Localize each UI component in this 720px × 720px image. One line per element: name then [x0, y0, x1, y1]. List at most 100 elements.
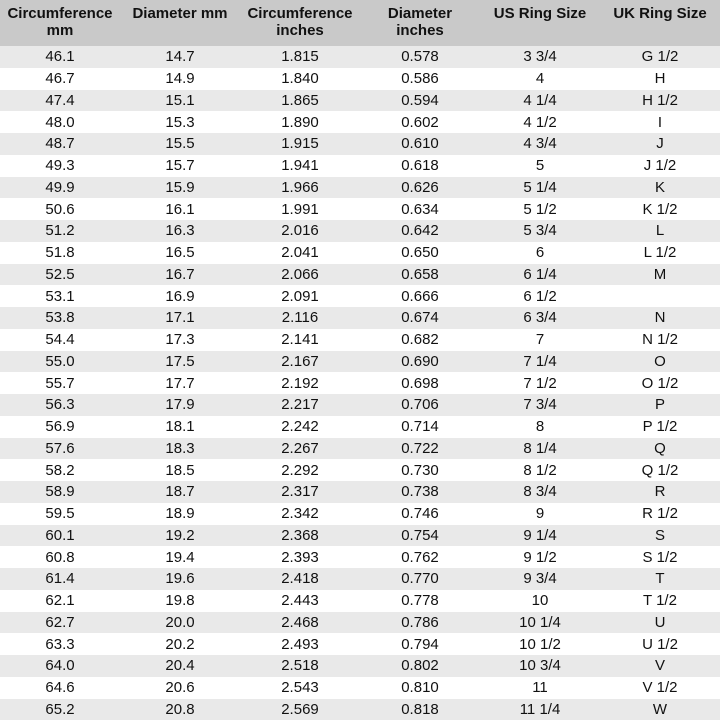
- cell-circumference-inches: 2.192: [240, 372, 360, 394]
- table-body: 46.1 14.7 1.815 0.578 3 3/4 G 1/2 46.7 14.9 1.84…: [0, 46, 720, 720]
- cell-diameter-mm: 15.7: [120, 154, 240, 177]
- table-row: 59.5 18.9 2.342 0.746 9 R 1/2: [0, 502, 720, 525]
- table-row: 63.3 20.2 2.493 0.794 10 1/2 U 1/2: [0, 633, 720, 655]
- cell-diameter-mm: 15.3: [120, 111, 240, 133]
- cell-circumference-inches: 1.915: [240, 133, 360, 155]
- cell-circumference-inches: 1.991: [240, 198, 360, 220]
- cell-diameter-inches: 0.578: [360, 46, 480, 68]
- table-row: 55.7 17.7 2.192 0.698 7 1/2 O 1/2: [0, 372, 720, 394]
- cell-uk-ring-size: R 1/2: [600, 502, 720, 525]
- cell-circumference-inches: 2.368: [240, 524, 360, 547]
- table-row: 54.4 17.3 2.141 0.682 7 N 1/2: [0, 328, 720, 351]
- cell-circumference-inches: 2.041: [240, 241, 360, 264]
- cell-diameter-inches: 0.674: [360, 307, 480, 329]
- cell-uk-ring-size: L: [600, 220, 720, 242]
- cell-uk-ring-size: W: [600, 698, 720, 720]
- cell-circumference-mm: 64.6: [0, 676, 120, 699]
- cell-us-ring-size: 8 1/2: [480, 459, 600, 481]
- cell-circumference-inches: 2.543: [240, 676, 360, 699]
- cell-us-ring-size: 7 1/2: [480, 372, 600, 394]
- cell-circumference-mm: 61.4: [0, 568, 120, 590]
- cell-circumference-inches: 2.116: [240, 307, 360, 329]
- cell-diameter-mm: 20.0: [120, 611, 240, 634]
- cell-uk-ring-size: K 1/2: [600, 198, 720, 220]
- cell-diameter-inches: 0.730: [360, 459, 480, 481]
- column-header-diameter-inches: Diameter inches: [360, 0, 480, 46]
- cell-us-ring-size: 6 1/2: [480, 285, 600, 307]
- cell-diameter-mm: 16.7: [120, 263, 240, 286]
- cell-diameter-mm: 19.4: [120, 546, 240, 568]
- cell-diameter-inches: 0.594: [360, 89, 480, 112]
- cell-us-ring-size: 5: [480, 154, 600, 177]
- cell-us-ring-size: 9 1/2: [480, 546, 600, 568]
- cell-uk-ring-size: M: [600, 263, 720, 286]
- cell-uk-ring-size: S 1/2: [600, 546, 720, 568]
- cell-circumference-mm: 59.5: [0, 502, 120, 525]
- table-row: 60.1 19.2 2.368 0.754 9 1/4 S: [0, 524, 720, 547]
- cell-diameter-inches: 0.618: [360, 154, 480, 177]
- cell-circumference-inches: 2.468: [240, 611, 360, 634]
- cell-diameter-inches: 0.610: [360, 133, 480, 155]
- cell-circumference-mm: 51.2: [0, 220, 120, 242]
- table-row: 64.0 20.4 2.518 0.802 10 3/4 V: [0, 655, 720, 677]
- cell-us-ring-size: 3 3/4: [480, 46, 600, 68]
- cell-circumference-mm: 58.9: [0, 481, 120, 503]
- cell-us-ring-size: 11 1/4: [480, 698, 600, 720]
- cell-diameter-inches: 0.706: [360, 394, 480, 416]
- table-row: 51.2 16.3 2.016 0.642 5 3/4 L: [0, 220, 720, 242]
- cell-diameter-inches: 0.762: [360, 546, 480, 568]
- cell-circumference-inches: 2.393: [240, 546, 360, 568]
- cell-us-ring-size: 9 1/4: [480, 524, 600, 547]
- cell-uk-ring-size: K: [600, 176, 720, 199]
- table-row: 53.1 16.9 2.091 0.666 6 1/2: [0, 285, 720, 307]
- cell-diameter-mm: 15.5: [120, 133, 240, 155]
- cell-us-ring-size: 6: [480, 241, 600, 264]
- column-header-line: inches: [276, 22, 324, 39]
- table-row: 61.4 19.6 2.418 0.770 9 3/4 T: [0, 568, 720, 590]
- column-header-circumference-mm: Circumference mm: [0, 0, 120, 46]
- cell-diameter-mm: 19.6: [120, 568, 240, 590]
- cell-circumference-mm: 57.6: [0, 437, 120, 460]
- cell-circumference-mm: 55.7: [0, 372, 120, 394]
- cell-circumference-inches: 1.941: [240, 154, 360, 177]
- cell-uk-ring-size: T: [600, 568, 720, 590]
- cell-uk-ring-size: [600, 285, 720, 307]
- cell-circumference-mm: 49.3: [0, 154, 120, 177]
- table-row: 53.8 17.1 2.116 0.674 6 3/4 N: [0, 307, 720, 329]
- cell-circumference-mm: 64.0: [0, 655, 120, 677]
- cell-uk-ring-size: O: [600, 350, 720, 373]
- cell-diameter-mm: 20.6: [120, 676, 240, 699]
- cell-uk-ring-size: S: [600, 524, 720, 547]
- cell-diameter-inches: 0.682: [360, 328, 480, 351]
- cell-diameter-inches: 0.626: [360, 176, 480, 199]
- cell-us-ring-size: 10 1/4: [480, 611, 600, 634]
- column-header-line: US Ring Size: [493, 5, 587, 22]
- cell-circumference-mm: 62.7: [0, 611, 120, 634]
- table-row: 57.6 18.3 2.267 0.722 8 1/4 Q: [0, 437, 720, 460]
- cell-circumference-mm: 56.9: [0, 415, 120, 438]
- cell-diameter-mm: 17.1: [120, 307, 240, 329]
- cell-uk-ring-size: T 1/2: [600, 589, 720, 612]
- cell-diameter-mm: 17.7: [120, 372, 240, 394]
- cell-diameter-inches: 0.602: [360, 111, 480, 133]
- cell-diameter-mm: 20.2: [120, 633, 240, 655]
- table-row: 58.9 18.7 2.317 0.738 8 3/4 R: [0, 481, 720, 503]
- cell-circumference-mm: 50.6: [0, 198, 120, 220]
- cell-uk-ring-size: Q: [600, 437, 720, 460]
- cell-circumference-mm: 55.0: [0, 350, 120, 373]
- cell-circumference-mm: 51.8: [0, 241, 120, 264]
- cell-diameter-mm: 18.7: [120, 481, 240, 503]
- cell-uk-ring-size: H 1/2: [600, 89, 720, 112]
- cell-circumference-inches: 2.217: [240, 394, 360, 416]
- cell-diameter-mm: 16.3: [120, 220, 240, 242]
- cell-diameter-inches: 0.690: [360, 350, 480, 373]
- header-row: Circumference mm Diameter mm Circumference i…: [0, 0, 720, 46]
- cell-diameter-inches: 0.658: [360, 263, 480, 286]
- cell-uk-ring-size: R: [600, 481, 720, 503]
- cell-us-ring-size: 4 1/4: [480, 89, 600, 112]
- cell-us-ring-size: 10 3/4: [480, 655, 600, 677]
- cell-uk-ring-size: H: [600, 67, 720, 90]
- cell-circumference-inches: 2.493: [240, 633, 360, 655]
- cell-diameter-inches: 0.770: [360, 568, 480, 590]
